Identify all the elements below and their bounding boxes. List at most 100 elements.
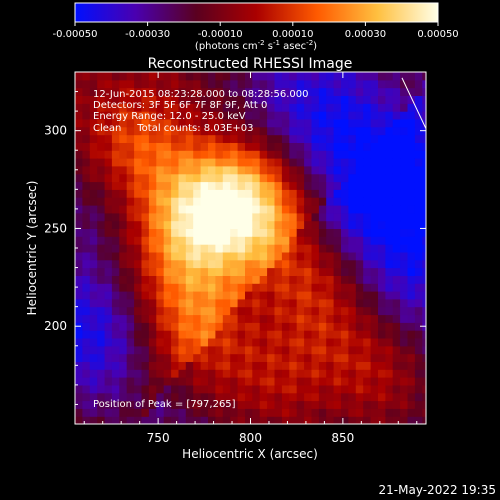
heatmap-cell [208, 220, 216, 229]
heatmap-cell [156, 291, 165, 300]
heatmap-cell [355, 79, 364, 89]
heatmap-cell [348, 212, 357, 222]
heatmap-cell [148, 330, 157, 339]
heatmap-cell [141, 298, 150, 308]
heatmap-cell [208, 236, 216, 245]
heatmap-cell [141, 384, 150, 394]
heatmap-cell [407, 111, 416, 120]
heatmap-cell [414, 158, 423, 167]
heatmap-cell [200, 267, 209, 276]
heatmap-cell [82, 298, 91, 308]
heatmap-cell [222, 244, 231, 253]
heatmap-cell [141, 72, 150, 81]
heatmap-cell [156, 400, 165, 409]
heatmap-cell [304, 158, 313, 167]
heatmap-cell [134, 244, 143, 253]
heatmap-cell [89, 111, 98, 120]
heatmap-cell [119, 267, 128, 276]
heatmap-cell [237, 338, 246, 347]
heatmap-cell [185, 369, 194, 378]
heatmap-cell [318, 400, 327, 409]
heatmap-cell [156, 275, 165, 284]
heatmap-cell [178, 79, 187, 89]
heatmap-cell [230, 251, 239, 261]
heatmap-cell [259, 408, 268, 417]
heatmap-cell [422, 142, 426, 151]
heatmap-cell [82, 181, 91, 190]
heatmap-cell [111, 283, 120, 292]
heatmap-cell [119, 314, 128, 323]
heatmap-cell [400, 118, 409, 128]
heatmap-cell [208, 259, 216, 269]
heatmap-cell [111, 212, 120, 222]
heatmap-cell [193, 259, 202, 269]
heatmap-cell [400, 298, 409, 308]
heatmap-cell [259, 275, 268, 284]
heatmap-cell [222, 118, 231, 128]
heatmap-cell [208, 369, 216, 378]
heatmap-cell [200, 165, 209, 175]
heatmap-cell [193, 181, 202, 190]
heatmap-cell [378, 361, 386, 370]
heatmap-cell [237, 283, 246, 292]
heatmap-cell [259, 72, 268, 81]
heatmap-cell [126, 181, 135, 190]
heatmap-cell [163, 369, 172, 378]
heatmap-cell [163, 306, 172, 316]
heatmap-cell [363, 111, 372, 120]
heatmap-cell [119, 150, 128, 159]
heatmap-cell [311, 314, 320, 323]
heatmap-cell [119, 408, 128, 417]
heatmap-cell [318, 322, 327, 331]
heatmap-cell [134, 103, 143, 112]
heatmap-cell [237, 189, 246, 198]
heatmap-cell [119, 251, 128, 261]
heatmap-cell [311, 345, 320, 355]
solar-limb-line [401, 77, 427, 129]
heatmap-cell [400, 338, 409, 347]
heatmap-cell [267, 267, 276, 276]
heatmap-cell [259, 392, 268, 402]
heatmap-cell [296, 165, 305, 175]
heatmap-cell [311, 126, 320, 136]
heatmap-cell [163, 79, 172, 89]
heatmap-cell [178, 95, 187, 104]
heatmap-cell [326, 165, 335, 175]
heatmap-cell [348, 95, 357, 104]
heatmap-cell [341, 236, 349, 245]
heatmap-cell [89, 408, 98, 417]
heatmap-cell [230, 197, 239, 206]
heatmap-cell [267, 298, 276, 308]
heatmap-cell [267, 228, 276, 237]
heatmap-cell [311, 416, 320, 424]
heatmap-cell [400, 189, 409, 198]
heatmap-cell [296, 236, 305, 245]
heatmap-cell [378, 275, 386, 284]
heatmap-cell [267, 205, 276, 214]
heatmap-cell [237, 298, 246, 308]
heatmap-cell [341, 220, 349, 229]
heatmap-cell [75, 111, 83, 120]
heatmap-cell [333, 197, 342, 206]
heatmap-cell [141, 236, 150, 245]
heatmap-cell [392, 298, 401, 308]
heatmap-cell [89, 251, 98, 261]
heatmap-cell [237, 103, 246, 112]
heatmap-cell [119, 275, 128, 284]
heatmap-cell [171, 361, 180, 370]
heatmap-cell [289, 400, 298, 409]
heatmap-cell [97, 369, 106, 378]
heatmap-cell [326, 298, 335, 308]
heatmap-cell [215, 236, 224, 245]
heatmap-cell [82, 205, 91, 214]
heatmap-cell [171, 134, 180, 143]
heatmap-cell [318, 87, 327, 96]
heatmap-cell [333, 283, 342, 292]
heatmap-cell [215, 103, 224, 112]
heatmap-cell [252, 212, 261, 222]
heatmap-cell [392, 87, 401, 96]
heatmap-cell [141, 220, 150, 229]
heatmap-cell [370, 118, 379, 128]
heatmap-cell [370, 236, 379, 245]
heatmap-cell [304, 236, 313, 245]
